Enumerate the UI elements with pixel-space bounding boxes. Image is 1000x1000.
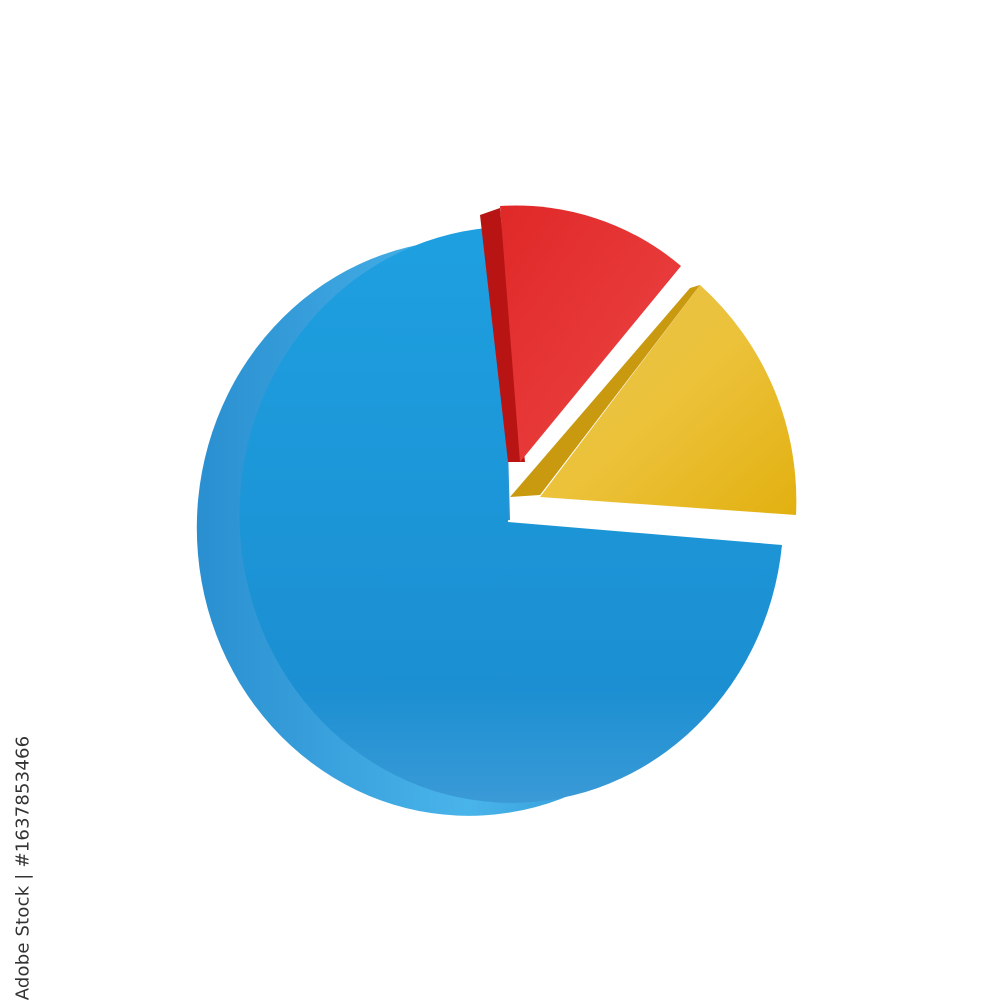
credit-separator: | — [12, 873, 34, 880]
red-slice-side — [480, 208, 525, 462]
blue-slice-face — [239, 227, 782, 803]
yellow-slice-face — [540, 285, 797, 515]
red-slice-face — [500, 205, 681, 462]
credit-id: #1637853466 — [12, 735, 34, 868]
yellow-slice-side — [510, 285, 700, 497]
credit-brand: Adobe Stock — [12, 885, 34, 1000]
stock-credit-watermark: Adobe Stock | #1637853466 — [13, 736, 34, 1000]
yellow-slice — [510, 285, 797, 515]
red-slice — [480, 205, 681, 462]
